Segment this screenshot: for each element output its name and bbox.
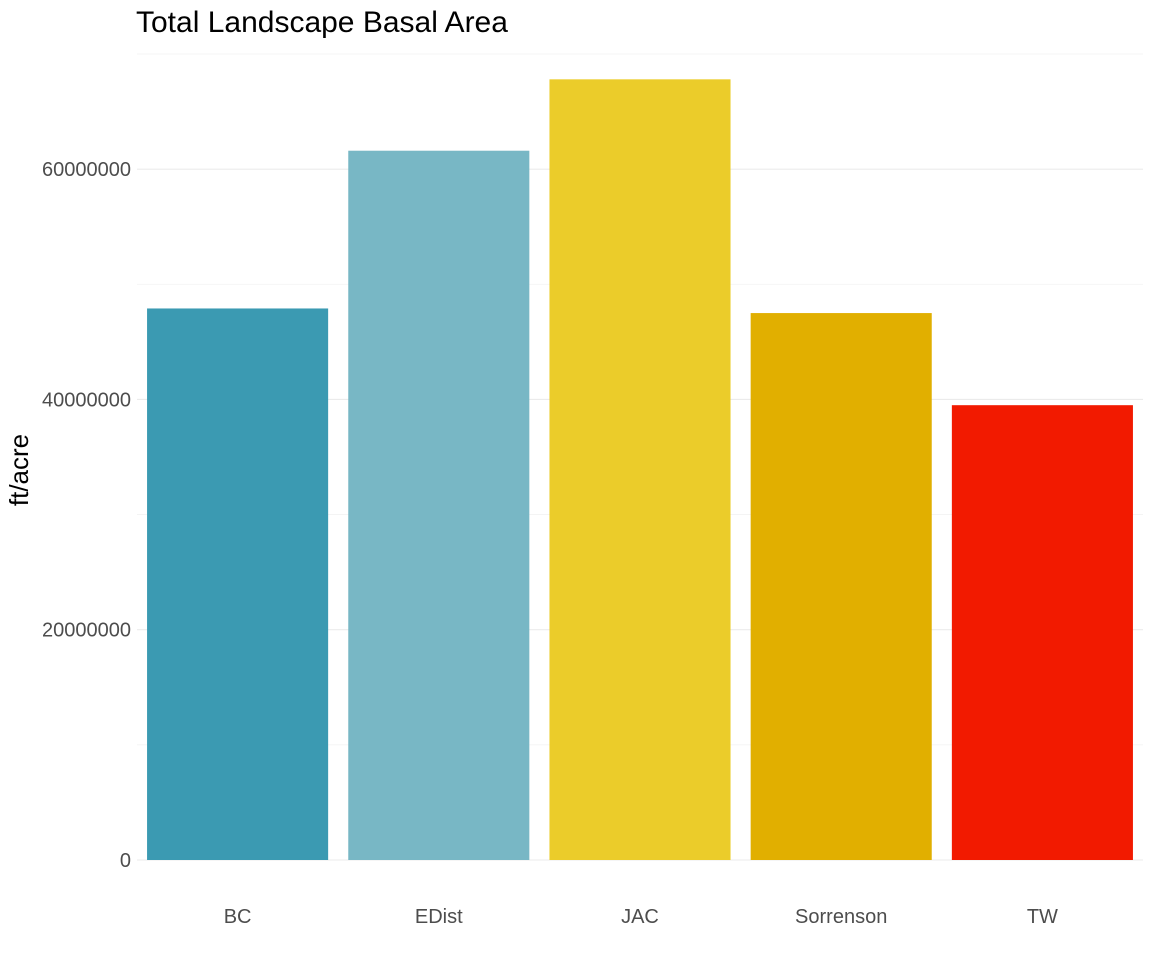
y-axis-label: ft/acre (4, 434, 34, 506)
bar-tw (951, 405, 1133, 860)
x-tick-label: EDist (415, 906, 463, 928)
y-tick-label: 0 (120, 850, 131, 872)
y-axis-ticks: 0 20000000 40000000 60000000 (42, 159, 131, 872)
x-tick-label: Sorrenson (795, 906, 887, 928)
x-tick-label: JAC (621, 906, 659, 928)
bar-jac (549, 79, 731, 861)
chart-title: Total Landscape Basal Area (136, 6, 508, 39)
bar-bc (147, 308, 329, 861)
bars (147, 79, 1133, 861)
y-tick-label: 20000000 (42, 620, 131, 642)
x-tick-label: BC (224, 906, 252, 928)
bar-edist (348, 150, 530, 861)
y-tick-label: 40000000 (42, 389, 131, 411)
x-tick-label: TW (1027, 906, 1058, 928)
bar-sorrenson (750, 313, 932, 861)
x-axis-ticks: BC EDist JAC Sorrenson TW (224, 906, 1058, 928)
y-tick-label: 60000000 (42, 159, 131, 181)
